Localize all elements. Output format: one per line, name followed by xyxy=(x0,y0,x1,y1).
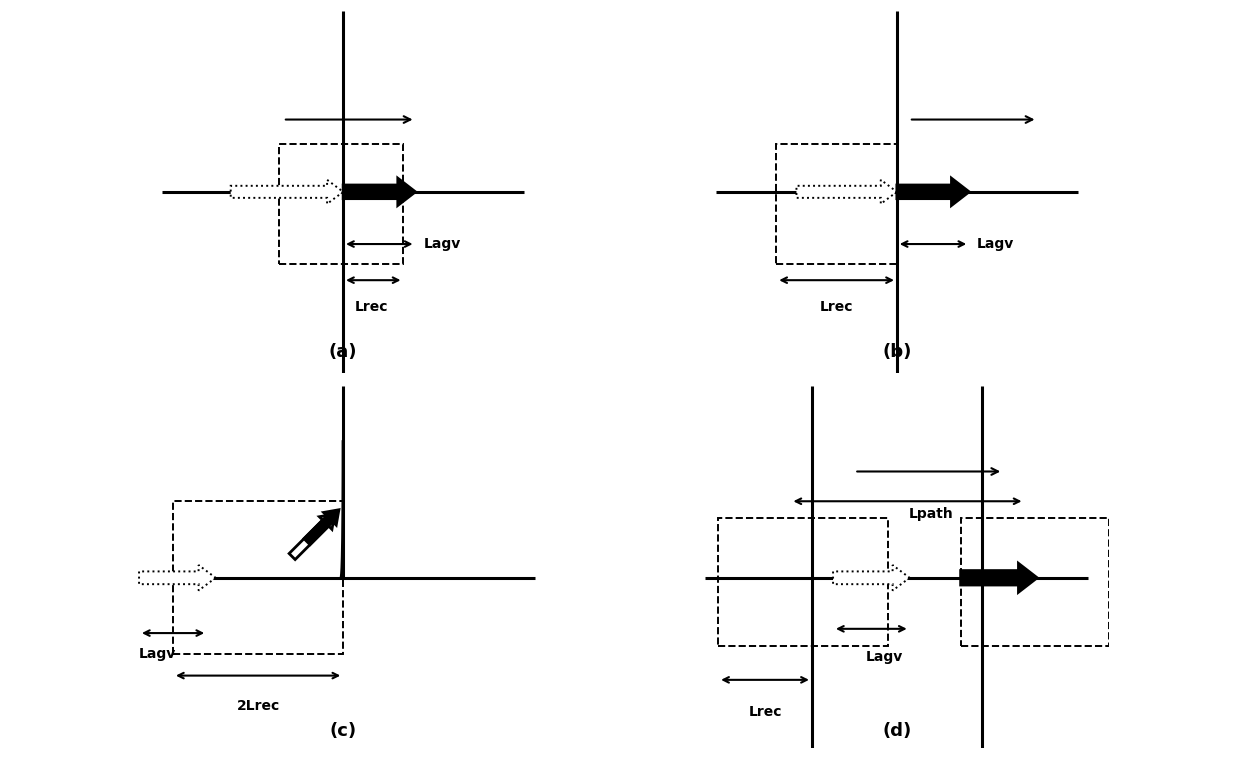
Text: Lpath: Lpath xyxy=(909,507,954,521)
Text: Lagv: Lagv xyxy=(139,647,176,661)
FancyArrow shape xyxy=(897,178,970,206)
Text: Lagv: Lagv xyxy=(977,237,1014,251)
Text: 2Lrec: 2Lrec xyxy=(237,699,280,713)
FancyArrow shape xyxy=(231,180,343,204)
Text: Lrec: Lrec xyxy=(820,301,853,314)
FancyArrow shape xyxy=(796,180,897,204)
Text: (d): (d) xyxy=(882,722,911,740)
Text: Lagv: Lagv xyxy=(866,650,903,664)
FancyArrow shape xyxy=(304,510,339,545)
FancyArrow shape xyxy=(139,565,216,591)
Text: (a): (a) xyxy=(329,344,357,361)
FancyArrow shape xyxy=(289,514,335,559)
Text: (b): (b) xyxy=(882,344,911,361)
Text: (c): (c) xyxy=(330,722,357,740)
FancyArrow shape xyxy=(961,563,1037,592)
Text: Lagv: Lagv xyxy=(424,237,461,251)
Bar xyxy=(776,143,897,264)
Bar xyxy=(718,518,888,646)
Text: Lrec: Lrec xyxy=(748,705,781,720)
FancyArrow shape xyxy=(833,565,910,591)
Bar xyxy=(279,143,403,264)
Text: Lrec: Lrec xyxy=(355,301,388,314)
Bar xyxy=(174,501,343,654)
FancyArrow shape xyxy=(343,178,415,206)
Bar xyxy=(961,518,1110,646)
